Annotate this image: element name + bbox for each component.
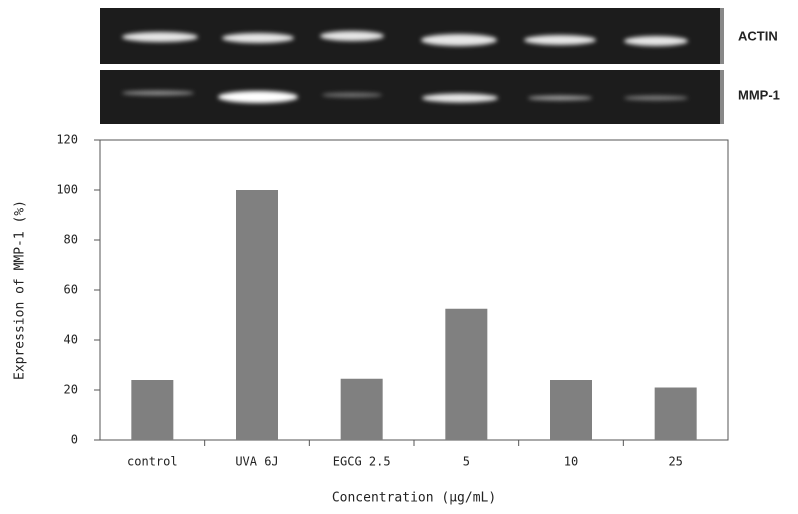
- y-tick-label: 80: [64, 233, 78, 247]
- y-tick-label: 120: [56, 133, 78, 147]
- bar: [655, 388, 697, 441]
- y-tick-label: 100: [56, 183, 78, 197]
- figure: ACTIN MMP-1 Expression of MMP-1 (%) Conc…: [0, 0, 798, 514]
- y-tick-label: 60: [64, 283, 78, 297]
- y-tick-label: 0: [71, 433, 78, 447]
- x-tick-label: 25: [668, 455, 682, 469]
- x-tick-label: control: [127, 455, 178, 469]
- x-tick-label: UVA 6J: [235, 455, 278, 469]
- x-axis-label: Concentration (μg/mL): [332, 491, 496, 506]
- y-axis-label: Expression of MMP-1 (%): [13, 200, 28, 380]
- bar: [341, 379, 383, 440]
- plot-frame: [100, 140, 728, 440]
- gel-image: [100, 8, 724, 124]
- bar: [236, 190, 278, 440]
- y-tick-label: 20: [64, 383, 78, 397]
- gel-label: ACTIN: [738, 28, 778, 43]
- x-tick-label: 10: [564, 455, 578, 469]
- bar: [445, 309, 487, 440]
- bar: [131, 380, 173, 440]
- x-tick-label: 5: [463, 455, 470, 469]
- y-tick-label: 40: [64, 333, 78, 347]
- gel-label: MMP-1: [738, 87, 780, 102]
- bar: [550, 380, 592, 440]
- x-tick-label: EGCG 2.5: [333, 455, 391, 469]
